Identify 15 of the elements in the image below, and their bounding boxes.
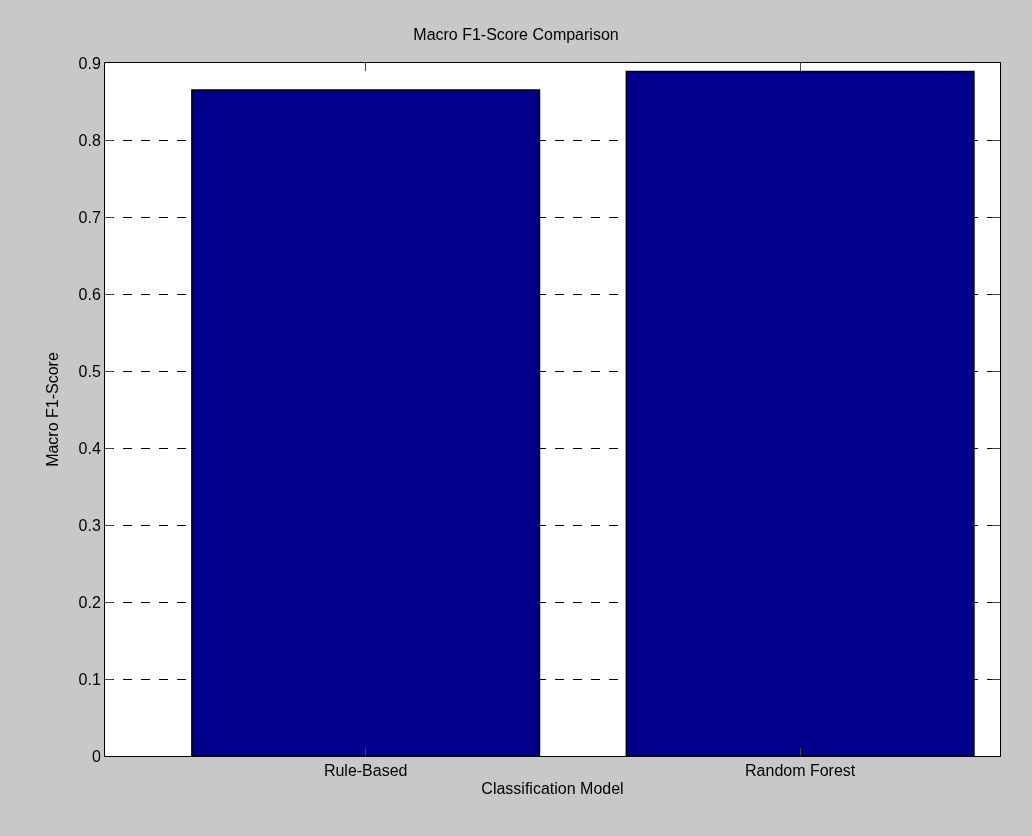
- x-axis-title: Classification Model: [481, 779, 624, 797]
- y-tick-label: 0: [91, 747, 101, 765]
- y-tick-label: 0.7: [78, 208, 101, 226]
- chart-title: Macro F1-Score Comparison: [413, 26, 619, 43]
- x-tick-label: Rule-Based: [323, 762, 408, 780]
- x-tick-label: Random Forest: [745, 762, 856, 780]
- y-tick-label: 0.6: [78, 285, 101, 303]
- y-tick-label: 0.1: [78, 670, 101, 688]
- y-tick-label: 0.4: [78, 439, 101, 457]
- y-tick-label: 0.3: [78, 516, 101, 534]
- y-tick-label: 0.2: [78, 593, 101, 611]
- y-tick-label: 0.9: [78, 54, 101, 72]
- y-tick-label: 0.5: [78, 362, 101, 380]
- y-tick-label: 0.8: [78, 131, 101, 149]
- y-axis-title: Macro F1-Score: [44, 352, 62, 467]
